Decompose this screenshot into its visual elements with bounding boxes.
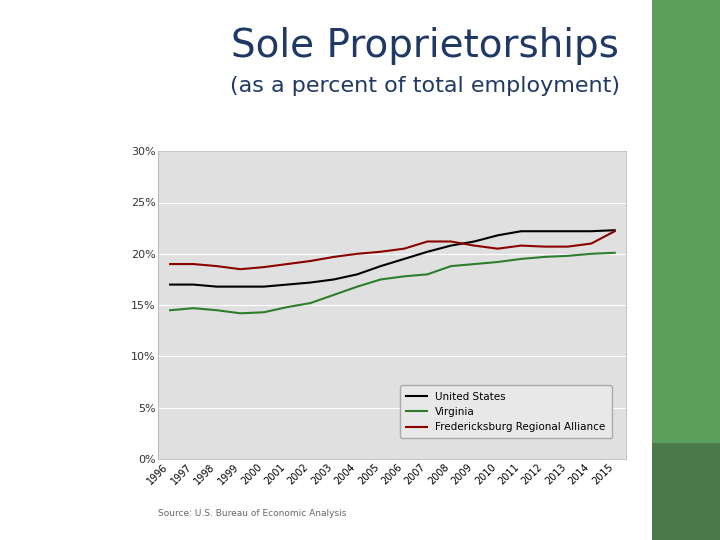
Virginia [212,307,221,313]
Virginia [283,304,292,310]
United States [400,256,408,262]
Fredericksburg Regional Alliance [166,261,174,267]
Virginia [189,305,198,312]
Fredericksburg Regional Alliance [330,254,338,260]
Text: Sole Proprietorships: Sole Proprietorships [231,27,618,65]
Virginia [306,300,315,306]
Line: United States: United States [170,230,615,287]
Virginia [400,273,408,280]
United States [423,248,432,255]
United States [493,232,502,239]
Fredericksburg Regional Alliance [377,248,385,255]
Text: {: { [649,477,668,506]
Fredericksburg Regional Alliance [189,261,198,267]
Fredericksburg Regional Alliance [212,263,221,269]
Virginia [446,263,455,269]
Fredericksburg Regional Alliance [611,228,619,234]
Text: Source: U.S. Bureau of Economic Analysis: Source: U.S. Bureau of Economic Analysis [158,509,347,518]
United States [564,228,572,234]
Virginia [564,253,572,259]
United States [446,242,455,249]
United States [236,284,245,290]
Virginia [377,276,385,283]
Fredericksburg Regional Alliance [236,266,245,272]
Fredericksburg Regional Alliance [470,242,479,249]
Fredericksburg Regional Alliance [517,242,526,249]
Fredericksburg Regional Alliance [587,240,595,247]
Virginia [236,310,245,316]
Virginia [259,309,268,315]
United States [517,228,526,234]
United States [166,281,174,288]
Virginia [423,271,432,278]
United States [189,281,198,288]
United States [377,263,385,269]
Fredericksburg Regional Alliance [540,244,549,250]
Virginia [166,307,174,313]
Fredericksburg Regional Alliance [446,238,455,245]
Text: }: } [703,477,720,506]
United States [470,238,479,245]
United States [587,228,595,234]
Virginia [517,256,526,262]
United States [259,284,268,290]
Virginia [470,261,479,267]
Fredericksburg Regional Alliance [400,245,408,252]
Legend: United States, Virginia, Fredericksburg Regional Alliance: United States, Virginia, Fredericksburg … [400,386,612,438]
Fredericksburg Regional Alliance [423,238,432,245]
Virginia [493,259,502,265]
Fredericksburg Regional Alliance [259,264,268,271]
United States [540,228,549,234]
United States [330,276,338,283]
Fredericksburg Regional Alliance [493,245,502,252]
United States [212,284,221,290]
Text: 46: 46 [670,481,701,502]
Fredericksburg Regional Alliance [306,258,315,264]
United States [611,227,619,233]
Line: Fredericksburg Regional Alliance: Fredericksburg Regional Alliance [170,231,615,269]
United States [353,271,361,278]
Line: Virginia: Virginia [170,253,615,313]
Virginia [611,249,619,256]
Virginia [540,254,549,260]
United States [306,279,315,286]
United States [283,281,292,288]
Virginia [353,284,361,290]
Fredericksburg Regional Alliance [353,251,361,257]
Virginia [587,251,595,257]
Fredericksburg Regional Alliance [564,244,572,250]
Virginia [330,292,338,298]
Text: (as a percent of total employment): (as a percent of total employment) [230,76,620,96]
Fredericksburg Regional Alliance [283,261,292,267]
